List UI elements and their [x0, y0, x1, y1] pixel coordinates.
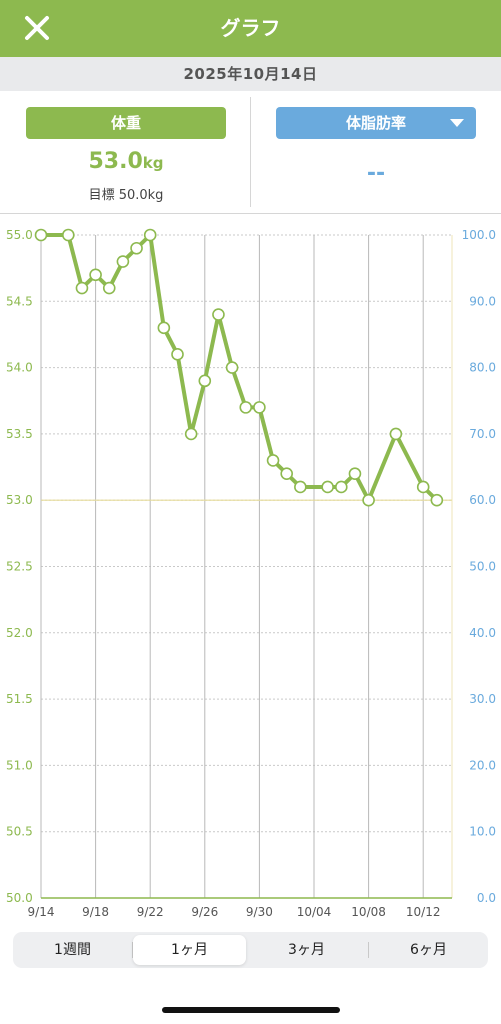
weight-data-point — [171, 348, 184, 361]
weight-data-point — [212, 308, 225, 321]
weight-chart: 55.0 54.5 54.0 53.5 53.0 52.5 52.0 51.5 51.0 50.5… — [0, 214, 501, 930]
weight-data-point — [89, 268, 102, 282]
date-label: 2025年10月14日 — [0, 57, 501, 91]
period-selector: 1週間 1ヶ月 3ヶ月 6ヶ月 — [13, 932, 488, 968]
y-right-tick-label: 40.0 — [469, 626, 496, 640]
y-left-tick-label: 53.5 — [6, 427, 33, 441]
weight-data-point — [143, 228, 157, 242]
y-right-tick-label: 0.0 — [477, 891, 496, 905]
weight-data-point — [321, 480, 334, 494]
weight-data-point — [294, 480, 307, 494]
weight-data-point — [34, 228, 48, 242]
y-right-tick-label: 70.0 — [469, 427, 496, 441]
x-tick-label: 10/12 — [406, 905, 441, 919]
weight-label-pill: 体重 — [26, 107, 226, 139]
y-right-tick-label: 10.0 — [469, 825, 496, 839]
x-tick-label: 9/30 — [246, 905, 273, 919]
body-fat-label: 体脂肪率 — [345, 114, 406, 132]
tab-6-months[interactable]: 6ヶ月 — [410, 942, 447, 958]
x-tick-label: 9/26 — [191, 905, 218, 919]
weight-data-point — [198, 374, 212, 388]
y-right-tick-label: 30.0 — [469, 692, 496, 706]
weight-data-point — [253, 401, 266, 414]
y-left-tick-label: 54.5 — [6, 294, 33, 308]
y-left-tick-label: 54.0 — [6, 361, 33, 375]
body-fat-value: -- — [366, 161, 386, 186]
x-tick-label: 9/22 — [137, 905, 164, 919]
y-left-tick-label: 50.5 — [6, 825, 33, 839]
close-button[interactable] — [14, 6, 60, 50]
y-right-tick-label: 60.0 — [469, 493, 496, 507]
y-left-tick-label: 51.5 — [6, 692, 33, 706]
weight-data-point — [239, 401, 253, 414]
y-right-tick-label: 80.0 — [469, 361, 496, 375]
tab-1-week[interactable]: 1週間 — [54, 942, 91, 958]
summary-divider — [250, 97, 251, 207]
weight-goal: 目標 50.0kg — [88, 188, 164, 203]
tab-3-months[interactable]: 3ヶ月 — [288, 942, 325, 958]
weight-data-point — [157, 321, 171, 335]
tab-1-month[interactable]: 1ヶ月 — [133, 935, 246, 965]
y-left-tick-label: 52.5 — [6, 560, 33, 574]
weight-data-point — [266, 454, 280, 467]
weight-data-point — [430, 493, 444, 507]
weight-data-point — [280, 467, 294, 480]
x-tick-label: 10/04 — [297, 905, 332, 919]
y-right-tick-label: 50.0 — [469, 560, 496, 574]
weight-data-point — [130, 241, 143, 255]
weight-data-point — [116, 255, 130, 268]
home-indicator — [162, 1007, 340, 1013]
x-tick-label: 9/14 — [28, 905, 55, 919]
chart-svg: 55.0 54.5 54.0 53.5 53.0 52.5 52.0 51.5 51.0 50.5… — [6, 228, 496, 919]
tab-separator — [368, 942, 369, 958]
x-tick-label: 10/08 — [351, 905, 386, 919]
tab-separator — [132, 942, 133, 958]
weight-data-point — [348, 467, 362, 480]
page-title: グラフ — [220, 16, 281, 40]
weight-data-point — [62, 228, 75, 242]
weight-number: 53.0 — [88, 149, 143, 174]
summary-panel: 体重 53.0kg 目標 50.0kg 体脂肪率 -- — [0, 91, 501, 214]
weight-unit: kg — [142, 154, 164, 172]
caret-down-icon — [450, 119, 464, 127]
weight-data-point — [184, 427, 198, 441]
y-right-tick-label: 90.0 — [469, 294, 496, 308]
y-left-tick-label: 55.0 — [6, 228, 33, 242]
close-icon — [25, 16, 49, 40]
y-left-tick-label: 50.0 — [6, 891, 33, 905]
weight-data-point — [389, 427, 403, 441]
weight-data-point — [225, 361, 239, 374]
y-right-tick-label: 20.0 — [469, 758, 496, 772]
y-left-tick-label: 53.0 — [6, 493, 33, 507]
weight-value: 53.0kg — [26, 149, 226, 174]
app-header: グラフ — [0, 0, 501, 57]
y-right-tick-label: 100.0 — [462, 228, 496, 242]
y-left-tick-label: 51.0 — [6, 758, 33, 772]
weight-data-point — [362, 493, 375, 507]
body-fat-dropdown[interactable]: 体脂肪率 — [276, 107, 476, 139]
weight-data-point — [416, 480, 430, 494]
weight-data-point — [102, 281, 116, 295]
weight-data-point — [75, 281, 89, 295]
y-left-tick-label: 52.0 — [6, 626, 33, 640]
x-tick-label: 9/18 — [82, 905, 109, 919]
weight-data-point — [334, 480, 348, 494]
